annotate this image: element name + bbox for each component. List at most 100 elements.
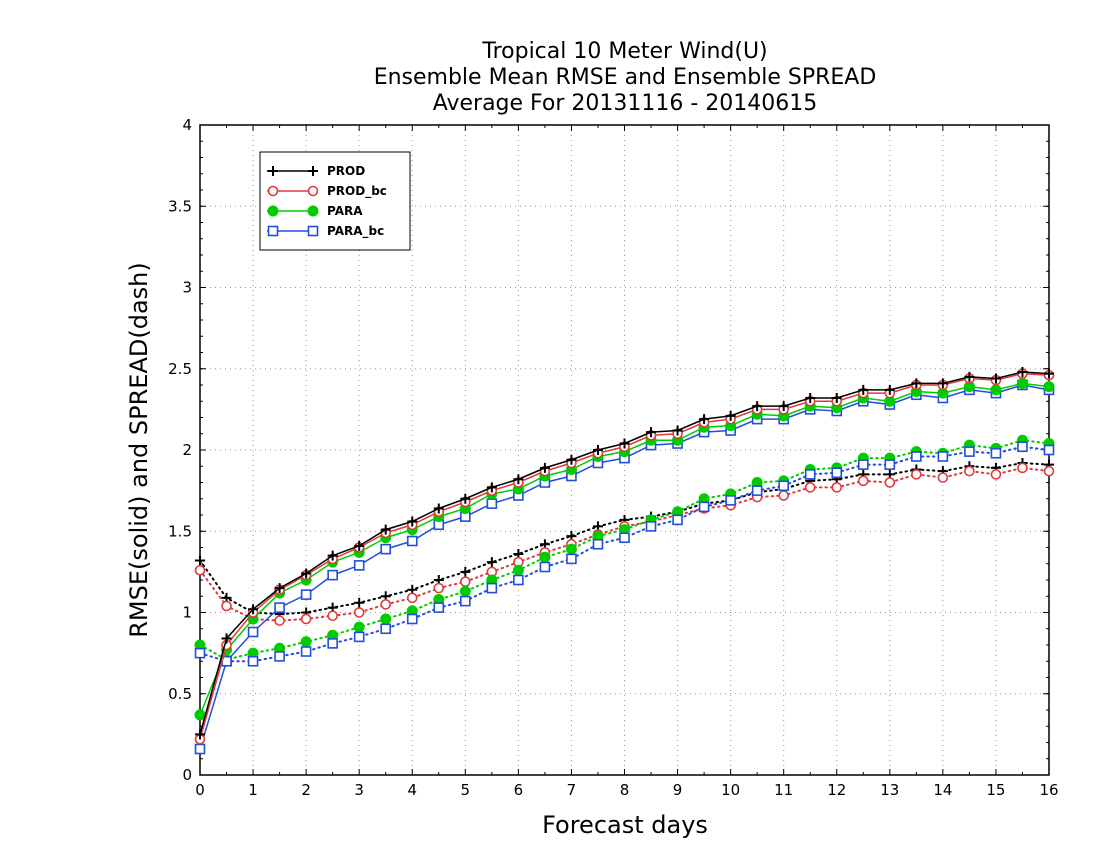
data-point-para-bc-rmse [406,535,418,547]
y-tick-label: 3.5 [168,197,192,215]
data-point-para-bc-spread [274,651,285,662]
series-layer [194,367,1055,755]
data-point-para-bc-spread [937,451,949,462]
y-tick-label: 0 [182,766,192,784]
x-axis-tick-labels: 0 1 2 3 4 5 6 7 8 9 10 11 12 13 14 15 16 [195,781,1058,799]
chart-title-line-1: Tropical 10 Meter Wind(U) [481,39,767,64]
x-tick-label: 3 [354,781,364,799]
data-point-prod-bc-spread [300,613,312,625]
y-tick-label: 4 [182,116,192,134]
data-point-prod-rmse [858,384,869,395]
data-point-para-bc-spread [990,447,1002,459]
data-point-para-bc-spread [804,469,816,480]
data-point-para-bc-spread [486,582,498,594]
data-point-para-bc-spread [592,538,604,550]
y-tick-label: 2.5 [168,360,192,378]
legend-label: PARA [327,204,363,218]
data-point-para-rmse [1016,377,1028,389]
data-point-para-rmse [1043,381,1055,393]
series-para-bc-spread [194,441,1055,667]
data-point-para-bc-spread [513,574,524,586]
data-point-prod-rmse [460,493,471,504]
data-point-prod-spread [486,557,497,568]
data-point-para-bc-spread [1043,444,1055,456]
data-point-para-bc-spread [247,655,259,667]
data-point-prod-rmse [486,482,497,493]
data-point-prod-rmse [646,427,657,438]
data-point-para-spread [353,621,365,633]
data-point-para-bc-spread [725,495,736,506]
data-point-prod-bc-spread [406,592,418,604]
x-tick-label: 2 [301,781,311,799]
data-point-para-bc-spread [619,532,630,544]
data-point-prod-bc-spread [460,576,471,587]
data-point-para-bc-spread [778,480,789,492]
data-point-prod-rmse [831,393,842,403]
data-point-para-spread [512,564,524,576]
legend-marker [307,205,319,217]
data-point-para-bc-spread [884,459,896,470]
x-tick-label: 11 [774,781,793,799]
x-tick-label: 14 [933,781,952,799]
chart-title-line-2: Ensemble Mean RMSE and Ensemble SPREAD [374,65,877,90]
x-tick-label: 9 [673,781,683,799]
data-point-prod-bc-spread [274,615,285,626]
data-point-para-bc-rmse [486,498,498,509]
data-point-prod-rmse [301,568,312,579]
data-point-prod-bc-spread [1043,465,1055,477]
chart-title-line-3: Average For 20131116 - 20140615 [433,91,818,116]
x-tick-label: 15 [986,781,1005,799]
data-point-prod-bc-spread [433,582,445,594]
data-point-prod-rmse [195,729,205,740]
chart-title: Tropical 10 Meter Wind(U) Ensemble Mean … [374,39,877,116]
x-tick-label: 4 [407,781,417,799]
series-line-prod-bc-spread [199,466,1050,622]
data-point-para-bc-spread [353,631,365,643]
data-point-para-bc-spread [751,485,763,496]
data-point-prod-rmse [805,393,816,403]
y-axis-tick-labels: 0 0.5 1 1.5 2 2.5 3 3.5 4 [168,116,192,784]
data-point-para-bc-rmse [380,543,392,555]
data-point-prod-bc-spread [937,472,949,483]
data-point-prod-bc-spread [884,477,896,488]
legend-item-prod: PROD [267,164,365,178]
data-point-prod-rmse [964,371,975,382]
data-point-para-bc-spread [645,521,657,532]
legend-marker [267,225,279,237]
series-line-para-spread [199,439,1050,661]
data-point-prod-rmse [513,474,524,485]
data-point-prod-rmse [778,401,789,412]
data-point-prod-spread [195,555,205,566]
legend-marker [268,166,278,176]
data-point-para-spread [539,551,551,563]
data-point-para-rmse [194,709,206,721]
data-point-para-bc-spread [433,602,445,613]
data-point-para-bc-spread [566,553,577,565]
legend-label: PROD [327,164,365,178]
data-point-prod-rmse [725,410,736,421]
data-point-para-spread [300,636,312,648]
data-point-prod-rmse [274,583,285,594]
data-point-prod-bc-spread [831,482,843,493]
series-para-spread [194,434,1055,666]
data-point-prod-bc-spread [1017,462,1028,474]
data-point-prod-rmse [937,378,948,389]
data-point-prod-spread [354,597,365,608]
data-point-prod-rmse [354,540,365,551]
data-point-prod-rmse [248,604,259,615]
data-point-prod-rmse [1044,368,1054,379]
y-axis-label: RMSE(solid) and SPREAD(dash) [125,262,153,638]
x-axis-label: Forecast days [542,811,708,839]
data-point-para-bc-spread [964,446,975,457]
data-point-prod-bc-spread [778,490,789,501]
data-point-para-spread [380,613,392,625]
data-point-para-bc-spread [380,623,392,635]
data-point-para-bc-spread [539,561,551,573]
data-point-para-bc-spread [327,638,338,649]
data-point-prod-rmse [592,445,603,455]
x-tick-label: 5 [461,781,471,799]
data-point-para-bc-spread [194,647,206,659]
x-tick-label: 12 [827,781,846,799]
data-point-para-spread [565,543,577,555]
data-point-prod-spread [460,566,471,577]
